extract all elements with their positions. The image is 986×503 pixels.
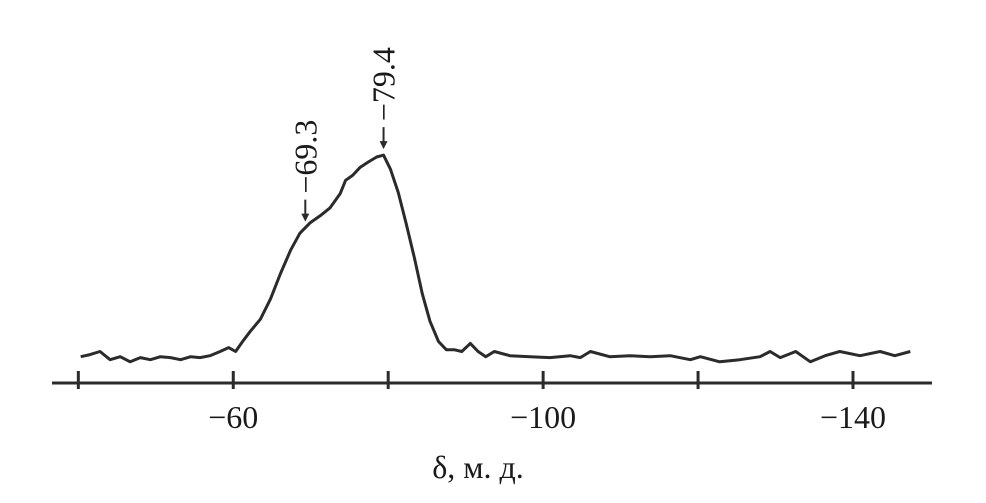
annotation-label: −69.3: [287, 120, 323, 194]
x-tick-label: −60: [208, 399, 258, 435]
x-tick-label: −100: [510, 399, 576, 435]
spectrum-line: [80, 153, 911, 364]
x-axis-label: δ, м. д.: [432, 449, 524, 485]
annotation-arrowhead: [301, 213, 310, 222]
annotation-arrowhead: [379, 141, 388, 150]
x-tick-label: −140: [820, 399, 886, 435]
annotation-label: −79.4: [366, 47, 402, 121]
